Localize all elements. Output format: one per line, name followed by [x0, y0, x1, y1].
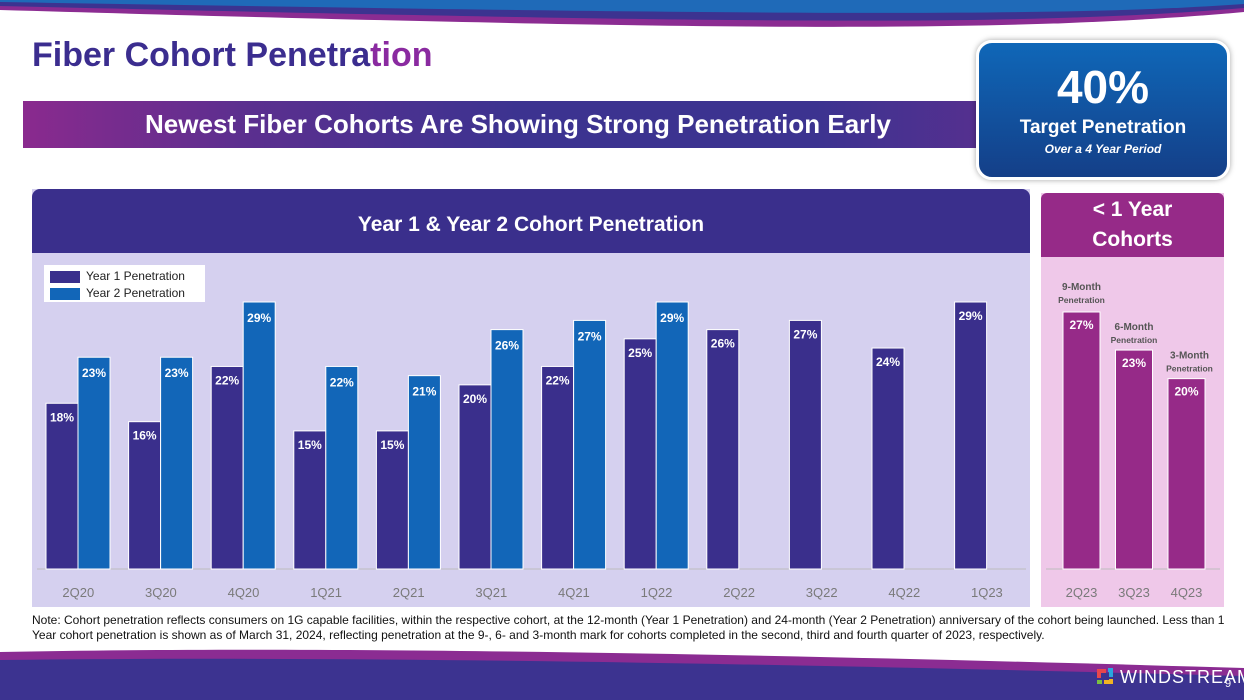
label-year1-4Q22: 24% [876, 355, 900, 369]
bottom-decoration [0, 649, 1244, 700]
legend-swatch-year1 [50, 270, 80, 283]
label-cohort-2Q23: 27% [1069, 318, 1093, 332]
side-chart-title-line2: Cohorts [1092, 228, 1173, 251]
label-year2-2Q20: 23% [82, 366, 106, 380]
bar-year1-3Q20 [128, 421, 162, 570]
bar-year2-1Q21 [325, 365, 359, 570]
legend-item-year2: Year 2 Penetration [50, 285, 185, 301]
bar-year1-3Q21 [458, 384, 492, 570]
label-year1-1Q23: 29% [959, 309, 983, 323]
annotation-line1-4Q23: 3-Month [1170, 351, 1209, 362]
annotation-line1-2Q23: 9-Month [1062, 282, 1101, 293]
page-number: 9 [1225, 678, 1232, 690]
label-year1-3Q20: 16% [133, 429, 157, 443]
target-sublabel: Over a 4 Year Period [1044, 142, 1162, 156]
label-year2-4Q20: 29% [247, 311, 271, 325]
x-tick-3Q20: 3Q20 [145, 585, 177, 600]
bar-year1-4Q20 [210, 365, 244, 570]
x-tick-2Q21: 2Q21 [393, 585, 425, 600]
annotation-line2-4Q23: Penetration [1166, 364, 1213, 374]
label-year1-2Q22: 26% [711, 337, 735, 351]
target-label: Target Penetration [1019, 117, 1187, 138]
label-year2-1Q21: 22% [330, 375, 354, 389]
bar-year1-3Q22 [788, 319, 822, 570]
bar-year1-1Q22 [623, 338, 657, 570]
side-x-tick-4Q23: 4Q23 [1171, 585, 1203, 600]
label-year1-4Q20: 22% [215, 373, 239, 387]
label-year1-1Q21: 15% [298, 438, 322, 452]
x-tick-4Q22: 4Q22 [888, 585, 920, 600]
bar-year1-2Q22 [706, 329, 740, 570]
bar-year1-4Q21 [541, 365, 575, 570]
label-cohort-4Q23: 20% [1174, 385, 1198, 399]
headline-banner: Newest Fiber Cohorts Are Showing Strong … [23, 101, 1013, 148]
bar-year1-2Q20 [45, 402, 79, 570]
x-tick-3Q21: 3Q21 [475, 585, 507, 600]
x-tick-2Q20: 2Q20 [62, 585, 94, 600]
bar-cohort-2Q23 [1062, 311, 1101, 570]
bar-year2-2Q20 [77, 356, 111, 570]
top-decoration [0, 0, 1244, 27]
windstream-logo-icon [1097, 668, 1113, 684]
footnote: Note: Cohort penetration reflects consum… [32, 613, 1225, 642]
label-year1-2Q21: 15% [380, 438, 404, 452]
main-chart-panel: Year 1 & Year 2 Cohort Penetration [32, 189, 1030, 607]
side-chart-title: < 1 Year Cohorts [1041, 193, 1224, 257]
label-year2-3Q21: 26% [495, 339, 519, 353]
label-year2-1Q22: 29% [660, 311, 684, 325]
side-x-tick-2Q23: 2Q23 [1066, 585, 1098, 600]
page-title-tail: tion [370, 36, 433, 74]
bar-year1-1Q21 [293, 430, 327, 570]
label-year1-4Q21: 22% [546, 373, 570, 387]
label-year1-1Q22: 25% [628, 346, 652, 360]
bar-cohort-4Q23 [1167, 378, 1206, 570]
annotation-line2-3Q23: Penetration [1111, 335, 1158, 345]
page-title-main: Fiber Cohort Penetra [32, 36, 371, 74]
label-year1-3Q22: 27% [793, 327, 817, 341]
bar-year1-2Q21 [375, 430, 409, 570]
x-tick-1Q23: 1Q23 [971, 585, 1003, 600]
bar-year2-4Q21 [573, 319, 607, 570]
label-year2-3Q20: 23% [165, 366, 189, 380]
bar-year1-4Q22 [871, 347, 905, 570]
bar-year2-4Q20 [242, 301, 276, 570]
bar-year2-1Q22 [655, 301, 689, 570]
label-year2-4Q21: 27% [578, 329, 602, 343]
annotation-line2-2Q23: Penetration [1058, 295, 1105, 305]
label-year1-2Q20: 18% [50, 410, 74, 424]
bar-year2-2Q21 [407, 375, 441, 570]
side-chart-title-line1: < 1 Year [1092, 198, 1173, 221]
target-value: 40% [1056, 61, 1150, 113]
x-tick-1Q21: 1Q21 [310, 585, 342, 600]
legend-label-year2: Year 2 Penetration [86, 286, 185, 300]
main-chart-title: Year 1 & Year 2 Cohort Penetration [32, 189, 1030, 253]
bar-year2-3Q20 [160, 356, 194, 570]
chart-legend: Year 1 Penetration Year 2 Penetration [44, 265, 205, 302]
side-x-tick-3Q23: 3Q23 [1118, 585, 1150, 600]
page-title: Fiber Cohort Penetration [32, 36, 432, 75]
x-tick-4Q21: 4Q21 [558, 585, 590, 600]
label-cohort-3Q23: 23% [1122, 356, 1146, 370]
logo-text: WINDSTREAM [1120, 667, 1244, 687]
x-tick-2Q22: 2Q22 [723, 585, 755, 600]
bar-cohort-3Q23 [1115, 349, 1153, 570]
legend-label-year1: Year 1 Penetration [86, 269, 185, 283]
legend-item-year1: Year 1 Penetration [50, 268, 185, 284]
bar-year2-3Q21 [490, 329, 524, 570]
bar-year1-1Q23 [954, 301, 988, 570]
annotation-line1-3Q23: 6-Month [1115, 322, 1154, 333]
x-tick-4Q20: 4Q20 [228, 585, 260, 600]
label-year2-2Q21: 21% [412, 385, 436, 399]
x-tick-1Q22: 1Q22 [641, 585, 673, 600]
label-year1-3Q21: 20% [463, 392, 487, 406]
legend-swatch-year2 [50, 287, 80, 300]
x-tick-3Q22: 3Q22 [806, 585, 838, 600]
target-penetration-card: 40% Target Penetration Over a 4 Year Per… [976, 40, 1230, 180]
